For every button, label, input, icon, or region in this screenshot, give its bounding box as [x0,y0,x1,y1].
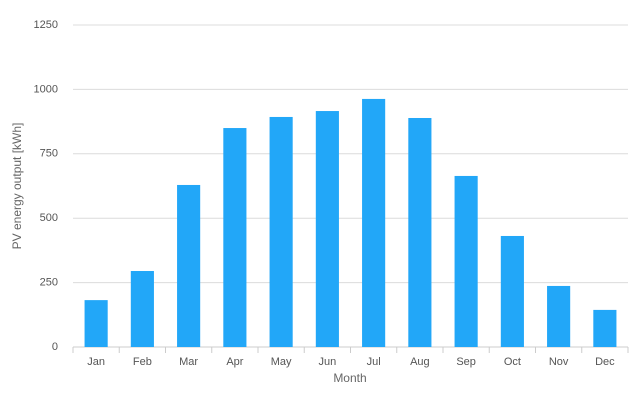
x-tick-label: Jan [87,356,105,368]
x-tick-label: Dec [595,356,615,368]
bar [130,271,154,347]
bar [500,235,524,347]
x-tick-label: Aug [410,356,430,368]
y-tick-label: 1000 [34,83,58,95]
y-tick-label: 750 [40,148,58,160]
x-tick-label: Jul [367,356,381,368]
y-tick-label: 500 [40,212,58,224]
x-tick-label: Nov [549,356,569,368]
x-tick-label: Oct [504,356,521,368]
bar [84,300,108,347]
bar [408,117,432,348]
bar [547,285,571,347]
y-tick-label: 0 [52,341,58,353]
x-axis-title: Month [333,371,366,385]
x-tick-label: Mar [179,356,198,368]
x-tick-label: May [271,356,292,368]
bar [223,128,247,347]
x-tick-label: Sep [456,356,476,368]
y-tick-label: 250 [40,277,58,289]
x-tick-label: Apr [226,356,243,368]
y-axis-title: PV energy output [kWh] [10,123,24,250]
bar [315,111,339,348]
bar [177,184,201,347]
bar [269,116,293,348]
bar [362,98,386,347]
bar [454,175,478,347]
bar [593,309,617,347]
x-tick-label: Jun [319,356,337,368]
x-tick-label: Feb [133,356,152,368]
y-tick-label: 1250 [34,19,58,31]
